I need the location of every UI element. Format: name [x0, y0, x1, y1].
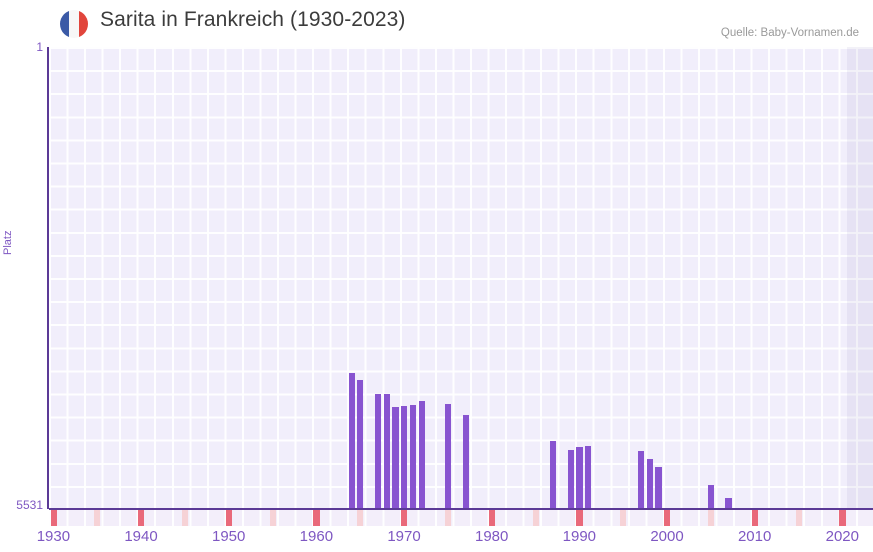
bar-2007[interactable] [725, 497, 732, 509]
bar-1969[interactable] [392, 406, 399, 509]
bar-series [49, 47, 873, 509]
year-band-cell-1965 [357, 510, 364, 526]
bar-1999[interactable] [655, 466, 662, 509]
bar-1968[interactable] [383, 394, 390, 509]
source-attribution: Quelle: Baby-Vornamen.de [720, 27, 859, 39]
year-band-cell-1960 [313, 510, 320, 526]
y-axis-title: Platz [2, 230, 14, 255]
year-band-cell-2005 [707, 510, 715, 526]
x-tick-1960: 1960 [299, 528, 334, 545]
france-flag-icon [60, 10, 88, 38]
y-tick-bottom-label: 5531 [16, 498, 43, 512]
year-band-cell-2015 [795, 510, 802, 526]
bar-1971[interactable] [409, 404, 417, 509]
bar-1965[interactable] [357, 379, 364, 509]
bar-1987[interactable] [550, 441, 557, 509]
bar-1989[interactable] [567, 449, 574, 509]
bar-1990[interactable] [576, 447, 583, 509]
year-band-cell-1995 [620, 510, 627, 526]
x-tick-2010: 2010 [737, 528, 772, 545]
year-band-cell-1945 [181, 510, 189, 526]
bar-1997[interactable] [637, 450, 644, 509]
bar-1972[interactable] [418, 401, 425, 509]
x-tick-1990: 1990 [562, 528, 597, 545]
bar-1970[interactable] [401, 405, 408, 509]
x-tick-1980: 1980 [474, 528, 509, 545]
x-tick-1950: 1950 [212, 528, 246, 545]
year-band-cell-2010 [751, 510, 758, 526]
x-tick-1970: 1970 [387, 528, 421, 545]
year-band-cell-1975 [444, 510, 452, 526]
bar-1964[interactable] [348, 372, 355, 509]
bar-1991[interactable] [585, 446, 592, 509]
page-title: Sarita in Frankreich (1930-2023) [100, 8, 406, 31]
year-band-cell-1980 [488, 510, 495, 526]
x-tick-1930: 1930 [36, 528, 71, 545]
y-axis-labels: Platz 1 5531 [0, 0, 49, 552]
bar-1975[interactable] [444, 404, 452, 509]
bar-2005[interactable] [707, 484, 715, 509]
bar-1977[interactable] [462, 414, 469, 509]
plot-area [49, 47, 873, 509]
bar-1998[interactable] [646, 458, 653, 509]
chart-header: Sarita in Frankreich (1930-2023) Quelle:… [0, 0, 873, 46]
year-band-cell-1970 [401, 510, 408, 526]
year-band-cell-2000 [664, 510, 671, 526]
y-tick-top-label: 1 [36, 40, 43, 54]
x-tick-2000: 2000 [650, 528, 684, 545]
x-axis-line [49, 508, 873, 510]
year-band-cell-1955 [269, 510, 276, 526]
year-marker-band [49, 510, 873, 526]
x-axis-labels: 1930 1940 1950 1960 1970 1980 1990 2000 2010 2020 [0, 528, 873, 552]
x-tick-1940: 1940 [124, 528, 158, 545]
bar-1967[interactable] [374, 394, 381, 509]
year-band-cell-1950 [225, 510, 232, 526]
x-tick-2020: 2020 [825, 528, 859, 545]
year-band-cell-2020 [839, 510, 846, 526]
year-band-cell-1990 [576, 510, 583, 526]
y-axis-line [47, 47, 49, 509]
year-band-cell-1935 [94, 510, 101, 526]
year-band-cell-1940 [138, 510, 145, 526]
year-band-cell-1985 [532, 510, 539, 526]
year-band-cell-1930 [50, 510, 57, 526]
